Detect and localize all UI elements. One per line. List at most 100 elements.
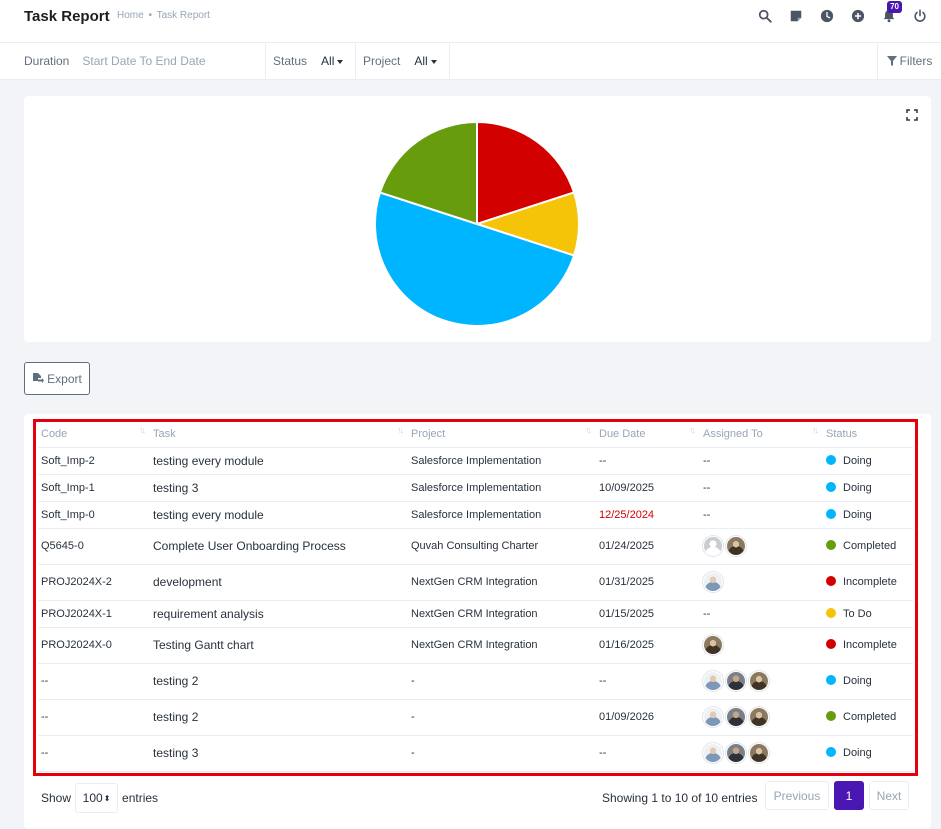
avatar[interactable] — [703, 707, 723, 727]
bell-icon[interactable]: 70 — [873, 1, 904, 26]
column-header-status[interactable]: Status — [823, 422, 913, 448]
task-project[interactable]: NextGen CRM Integration — [408, 627, 596, 664]
selection-highlight — [33, 419, 918, 776]
task-project[interactable]: NextGen CRM Integration — [408, 600, 596, 628]
task-due-date: 01/09/2026 — [596, 699, 700, 736]
project-filter[interactable]: Project All — [363, 43, 450, 79]
task-name[interactable]: Complete User Onboarding Process — [150, 528, 408, 565]
status-filter[interactable]: Status All — [273, 43, 356, 79]
task-code: PROJ2024X-2 — [38, 564, 150, 601]
task-name[interactable]: development — [150, 564, 408, 601]
task-name[interactable]: testing 2 — [150, 663, 408, 700]
column-header-project[interactable]: Project ↑↓ — [408, 422, 596, 448]
sort-icon: ↑↓ — [689, 425, 696, 435]
avatar[interactable] — [726, 671, 746, 691]
task-assigned-to: -- — [700, 501, 823, 529]
breadcrumb-current: Task Report — [156, 10, 210, 21]
task-project[interactable]: Salesforce Implementation — [408, 447, 596, 475]
sticky-note-icon[interactable] — [780, 6, 811, 26]
task-name[interactable]: Testing Gantt chart — [150, 627, 408, 664]
avatar[interactable] — [703, 536, 723, 556]
task-project[interactable]: - — [408, 699, 596, 736]
previous-page-button[interactable]: Previous — [765, 781, 829, 810]
power-icon[interactable] — [904, 6, 935, 26]
task-project[interactable]: Salesforce Implementation — [408, 474, 596, 502]
filters-button[interactable]: Filters — [877, 43, 941, 79]
status-dot-icon — [826, 481, 836, 492]
table-header-row: Code ↑↓ Task ↑↓ Project ↑↓ Due Date ↑↓ Assig… — [38, 422, 913, 448]
task-status: Completed — [823, 699, 913, 736]
plus-circle-icon[interactable] — [842, 6, 873, 26]
status-pie-chart — [375, 122, 579, 326]
pie-slice-incomplete[interactable] — [476, 122, 576, 226]
column-header-assigned-to[interactable]: Assigned To ↑↓ — [700, 422, 823, 448]
avatar[interactable] — [749, 743, 769, 763]
project-select[interactable]: All — [414, 54, 437, 68]
search-icon[interactable] — [749, 6, 780, 26]
task-code: -- — [38, 663, 150, 700]
task-project[interactable]: NextGen CRM Integration — [408, 564, 596, 601]
avatar[interactable] — [703, 635, 723, 655]
sort-select-icon: ⬍ — [103, 793, 111, 803]
avatar[interactable] — [749, 707, 769, 727]
task-due-date: 12/25/2024 — [596, 501, 700, 529]
export-button[interactable]: Export — [24, 362, 90, 395]
avatar[interactable] — [703, 671, 723, 691]
task-project[interactable]: - — [408, 663, 596, 700]
task-project[interactable]: Salesforce Implementation — [408, 501, 596, 529]
table-row: -- testing 2-01/09/2026 Completed — [38, 699, 913, 736]
avatar[interactable] — [703, 743, 723, 763]
task-project[interactable]: - — [408, 735, 596, 772]
duration-input[interactable]: Start Date To End Date — [82, 54, 206, 68]
page-1-button[interactable]: 1 — [834, 781, 864, 810]
status-dot-icon — [826, 607, 836, 618]
task-name[interactable]: testing 3 — [150, 735, 408, 772]
avatar[interactable] — [726, 536, 746, 556]
task-due-date: 01/15/2025 — [596, 600, 700, 628]
sort-icon: ↑↓ — [139, 425, 146, 435]
column-header-task[interactable]: Task ↑↓ — [150, 422, 408, 448]
avatar[interactable] — [703, 572, 723, 592]
task-name[interactable]: testing 2 — [150, 699, 408, 736]
top-header: Task Report Home • Task Report 70 — [0, 0, 941, 43]
task-table-card: Code ↑↓ Task ↑↓ Project ↑↓ Due Date ↑↓ Assig… — [24, 414, 931, 829]
task-name[interactable]: testing every module — [150, 501, 408, 529]
task-due-date: -- — [596, 447, 700, 475]
task-name[interactable]: testing every module — [150, 447, 408, 475]
avatar[interactable] — [726, 743, 746, 763]
table-row: PROJ2024X-2 development NextGen CRM Integr… — [38, 564, 913, 601]
task-name[interactable]: requirement analysis — [150, 600, 408, 628]
column-header-code[interactable]: Code ↑↓ — [38, 422, 150, 448]
export-file-icon — [33, 372, 45, 383]
breadcrumb: Home • Task Report — [117, 10, 210, 21]
duration-filter[interactable]: Duration Start Date To End Date — [24, 43, 266, 79]
task-due-date: 01/31/2025 — [596, 564, 700, 601]
status-dot-icon — [826, 639, 836, 649]
avatar-group — [703, 536, 823, 556]
status-select[interactable]: All — [321, 54, 344, 68]
task-assigned-to — [700, 699, 823, 736]
task-code: -- — [38, 735, 150, 772]
status-dot-icon — [826, 454, 836, 465]
avatar[interactable] — [749, 671, 769, 691]
avatar-group — [703, 572, 823, 592]
entries-label: entries — [122, 791, 159, 805]
task-status: Incomplete — [823, 564, 913, 601]
clock-icon[interactable] — [811, 6, 842, 26]
table-row: PROJ2024X-0 Testing Gantt chart NextGen CR… — [38, 627, 913, 664]
task-name[interactable]: testing 3 — [150, 474, 408, 502]
next-page-button[interactable]: Next — [869, 781, 909, 810]
task-status: Incomplete — [823, 627, 913, 664]
column-header-due-date[interactable]: Due Date ↑↓ — [596, 422, 700, 448]
avatar[interactable] — [726, 707, 746, 727]
pagination: Previous 1 Next — [765, 781, 909, 810]
task-project[interactable]: Quvah Consulting Charter — [408, 528, 596, 565]
project-label: Project — [363, 54, 401, 68]
pie-slice-doing[interactable] — [375, 191, 576, 326]
breadcrumb-home[interactable]: Home — [117, 10, 144, 21]
task-code: Soft_Imp-1 — [38, 474, 150, 502]
entries-select[interactable]: 100 ⬍ — [75, 783, 119, 813]
task-due-date: 01/24/2025 — [596, 528, 700, 565]
pie-slice-completed[interactable] — [378, 122, 478, 226]
expand-icon[interactable] — [906, 109, 918, 121]
